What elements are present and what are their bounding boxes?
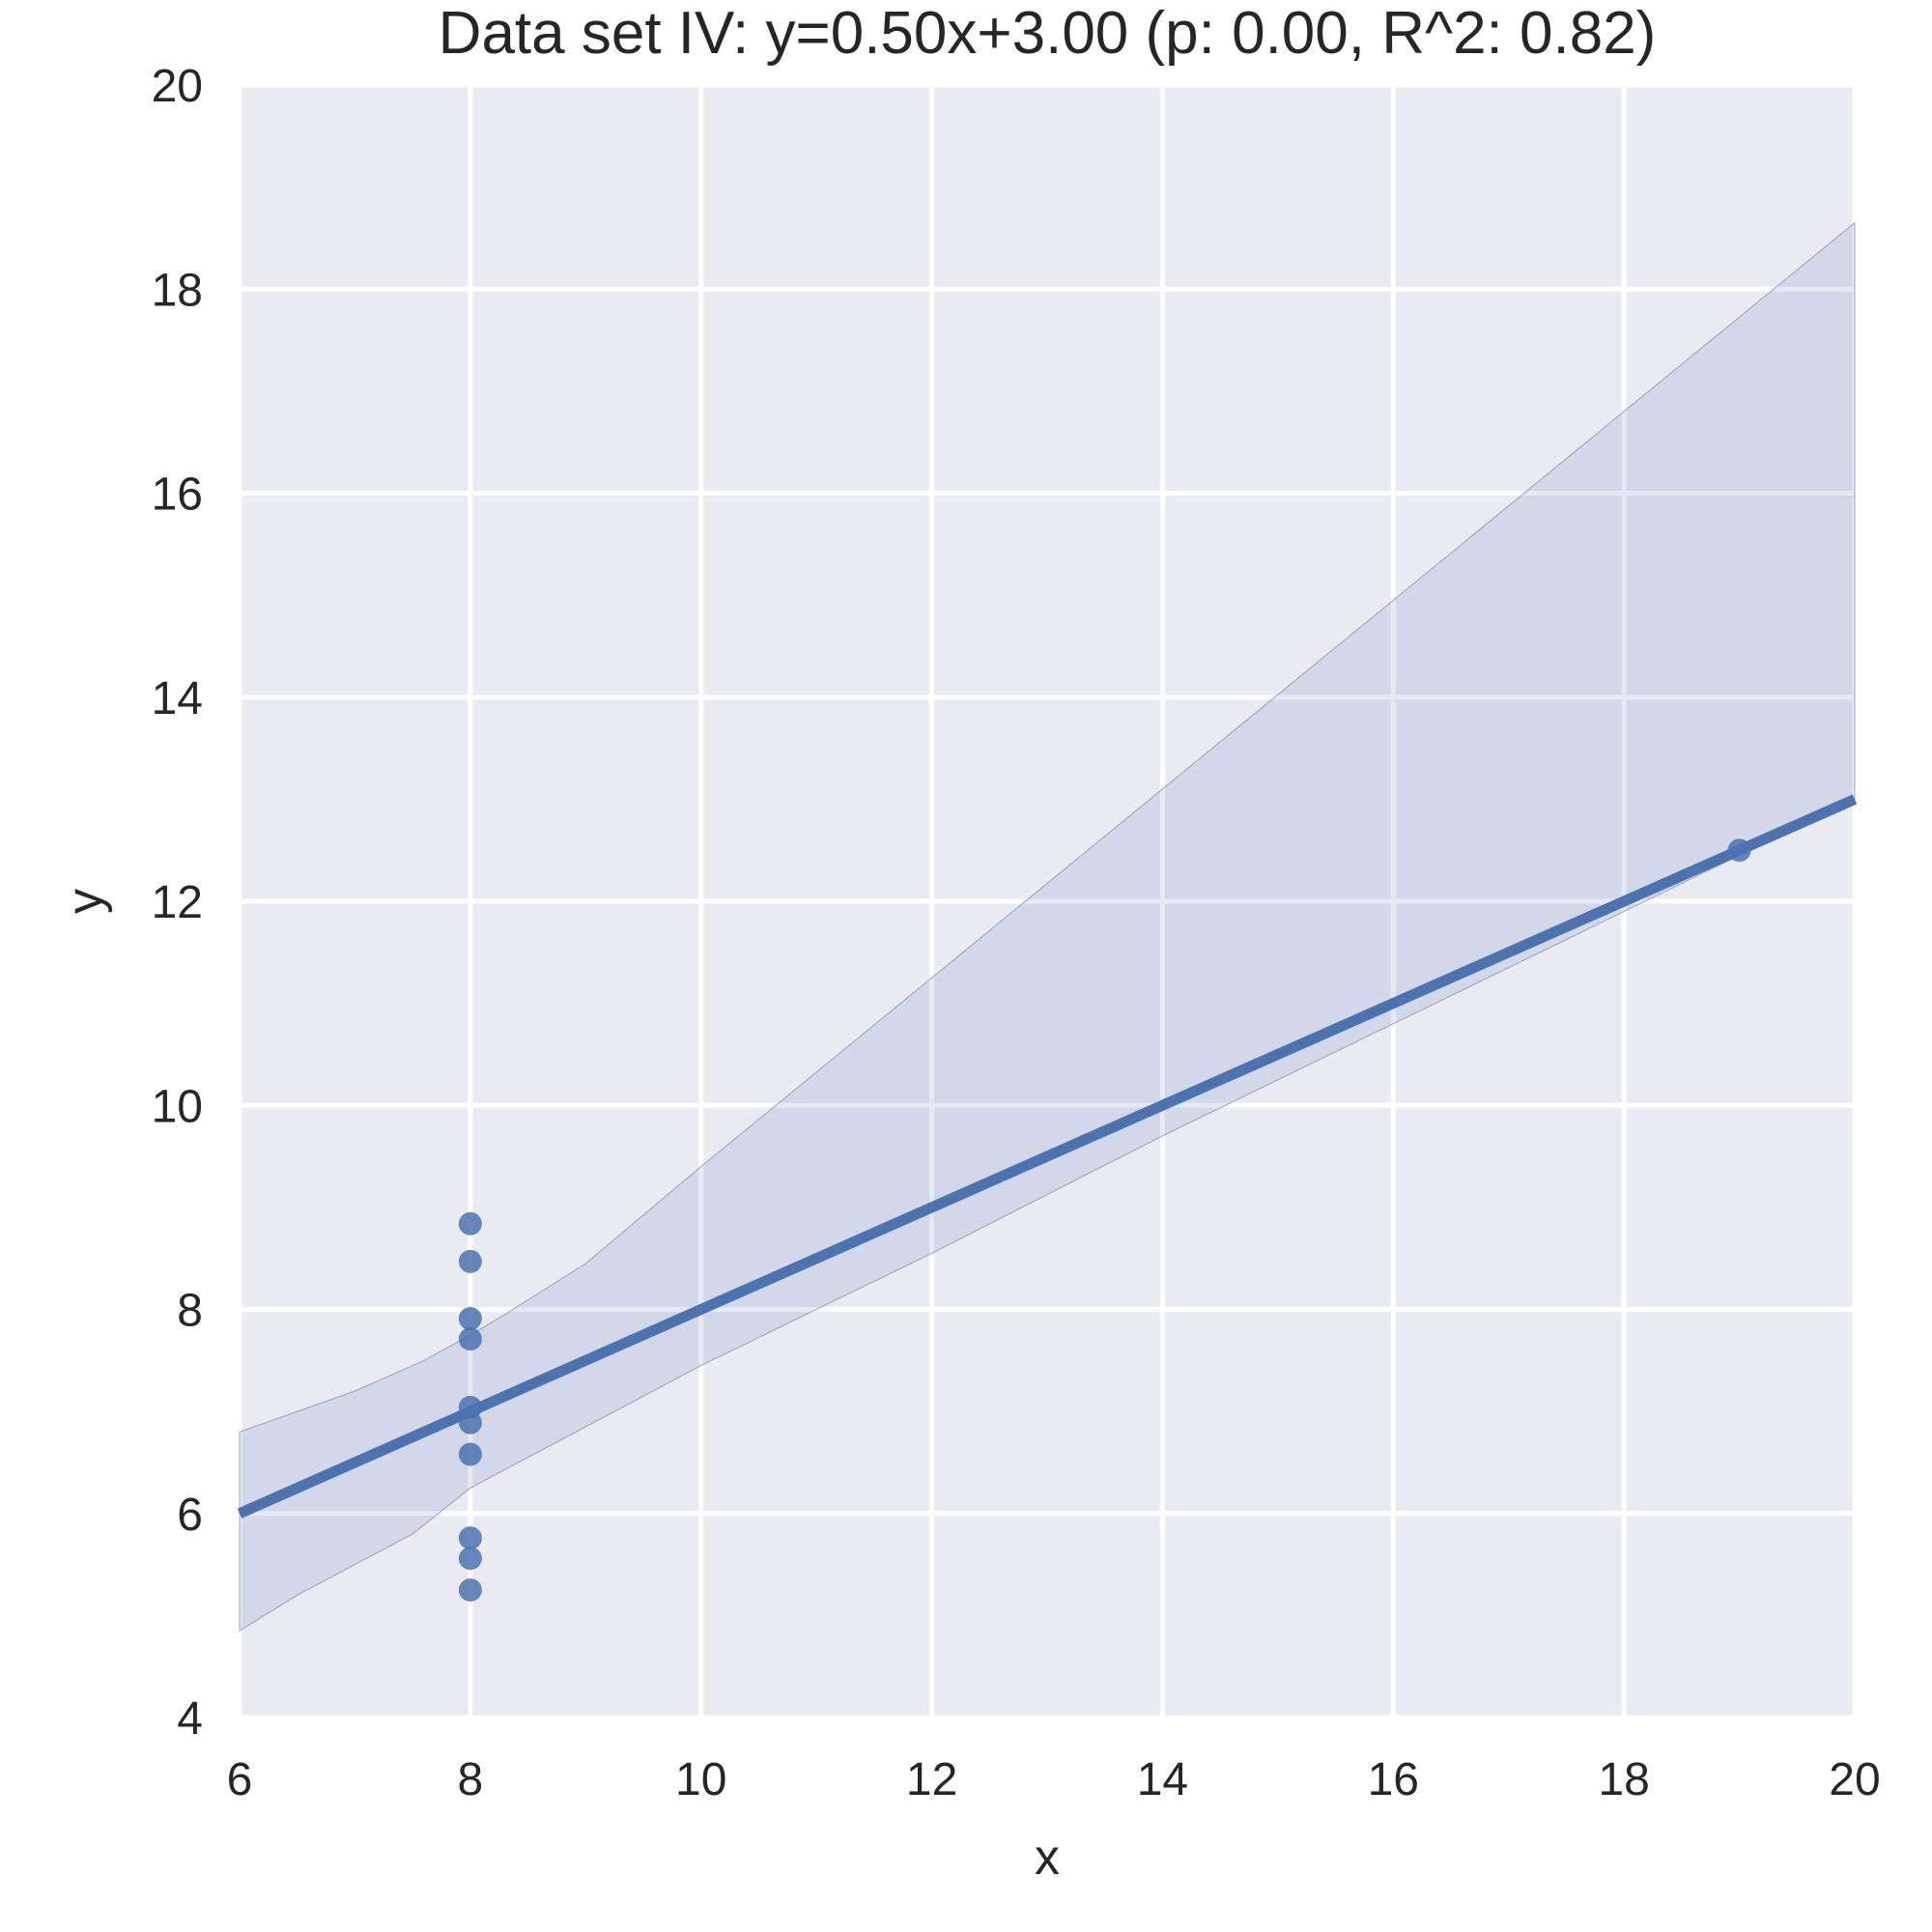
x-axis-ticks: 6 8 10 12 14 16 18 20 (227, 1754, 1881, 1805)
data-point (458, 1327, 482, 1351)
y-tick-label: 6 (177, 1490, 203, 1541)
y-tick-label: 16 (152, 469, 203, 521)
x-tick-label: 6 (227, 1754, 253, 1805)
chart-title: Data set IV: y=0.50x+3.00 (p: 0.00, R^2:… (439, 0, 1657, 67)
data-point (458, 1547, 482, 1571)
y-tick-label: 18 (152, 265, 203, 316)
y-tick-label: 14 (152, 673, 203, 724)
data-point (458, 1442, 482, 1466)
data-point (458, 1307, 482, 1331)
x-tick-label: 8 (458, 1754, 484, 1805)
data-point (458, 1577, 482, 1602)
x-tick-label: 14 (1137, 1754, 1188, 1805)
x-tick-label: 20 (1829, 1754, 1880, 1805)
regression-line (237, 794, 1858, 1519)
data-point (458, 1526, 482, 1550)
y-tick-label: 20 (152, 61, 203, 112)
y-tick-label: 8 (177, 1286, 203, 1337)
y-tick-label: 4 (177, 1693, 203, 1745)
y-axis-ticks: 4 6 8 10 12 14 16 18 20 (152, 61, 203, 1745)
x-tick-label: 18 (1598, 1754, 1649, 1805)
y-tick-label: 10 (152, 1081, 203, 1132)
data-point (458, 1249, 482, 1273)
data-point (458, 1211, 482, 1236)
y-axis-label: y (57, 889, 113, 914)
y-tick-label: 12 (152, 877, 203, 928)
x-tick-label: 16 (1368, 1754, 1419, 1805)
x-tick-label: 10 (675, 1754, 726, 1805)
x-tick-label: 12 (906, 1754, 957, 1805)
x-axis-label: x (1035, 1830, 1060, 1886)
